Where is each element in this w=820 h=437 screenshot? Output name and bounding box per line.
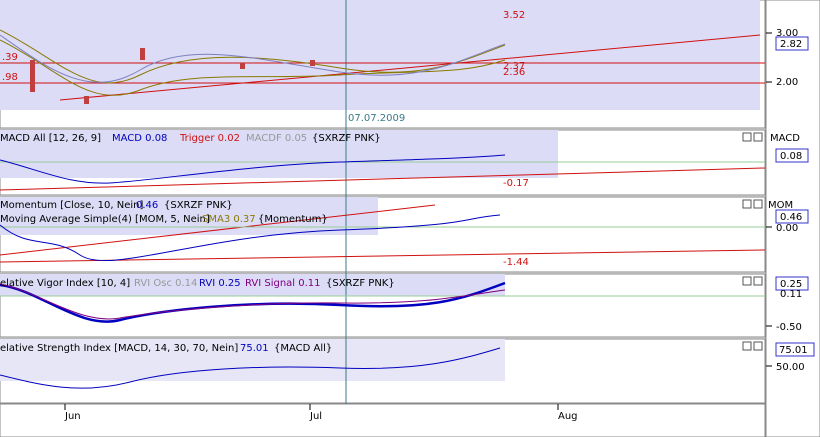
label: Aug: [558, 411, 578, 422]
label: {SXRZF PNK}: [312, 133, 381, 144]
label: {MACD All}: [274, 343, 332, 354]
label: Momentum [Close, 10, Nein]: [0, 200, 143, 211]
label: 0.11: [780, 289, 802, 300]
label: elative Vigor Index [10, 4]: [0, 278, 130, 289]
label: RVI Osc 0.14: [134, 278, 197, 289]
label: 0.46: [780, 212, 802, 223]
label: 3.52: [503, 10, 525, 21]
label: -0.17: [503, 178, 529, 189]
label: 2.00: [776, 77, 798, 88]
label: RVI Signal 0.11: [245, 278, 321, 289]
label: 2.82: [780, 39, 802, 50]
label: {Momentum}: [258, 214, 328, 225]
label: 3.00: [776, 28, 798, 39]
label: MOM: [768, 200, 793, 211]
label: 0.00: [776, 223, 798, 234]
label: -0.50: [776, 322, 802, 333]
label: .39: [2, 52, 18, 63]
label: -1.44: [503, 257, 529, 268]
label: 07.07.2009: [348, 113, 405, 124]
label: 75.01: [240, 343, 269, 354]
label: Trigger 0.02: [179, 133, 240, 144]
label: 0.08: [780, 151, 802, 162]
label: Moving Average Simple(4) [MOM, 5, Nein]: [0, 214, 210, 225]
label: 2.36: [503, 67, 525, 78]
label: RVI 0.25: [199, 278, 241, 289]
label: MACD 0.08: [112, 133, 167, 144]
label: elative Strength Index [MACD, 14, 30, 70…: [0, 343, 238, 354]
label: Jun: [64, 411, 81, 422]
label: {SXRZF PNK}: [326, 278, 395, 289]
label: MACD: [770, 133, 800, 144]
label: 2.37: [503, 61, 525, 72]
label: MACDF 0.05: [246, 133, 307, 144]
label: Jul: [309, 411, 322, 422]
label: MACD All [12, 26, 9]: [0, 133, 101, 144]
label: 50.00: [776, 362, 805, 373]
label: {SXRZF PNK}: [164, 200, 233, 211]
label: 0.46: [136, 200, 158, 211]
label: .98: [2, 72, 18, 83]
label: 0.25: [780, 279, 802, 290]
label: SMA3 0.37: [202, 214, 256, 225]
label: 75.01: [779, 345, 808, 356]
